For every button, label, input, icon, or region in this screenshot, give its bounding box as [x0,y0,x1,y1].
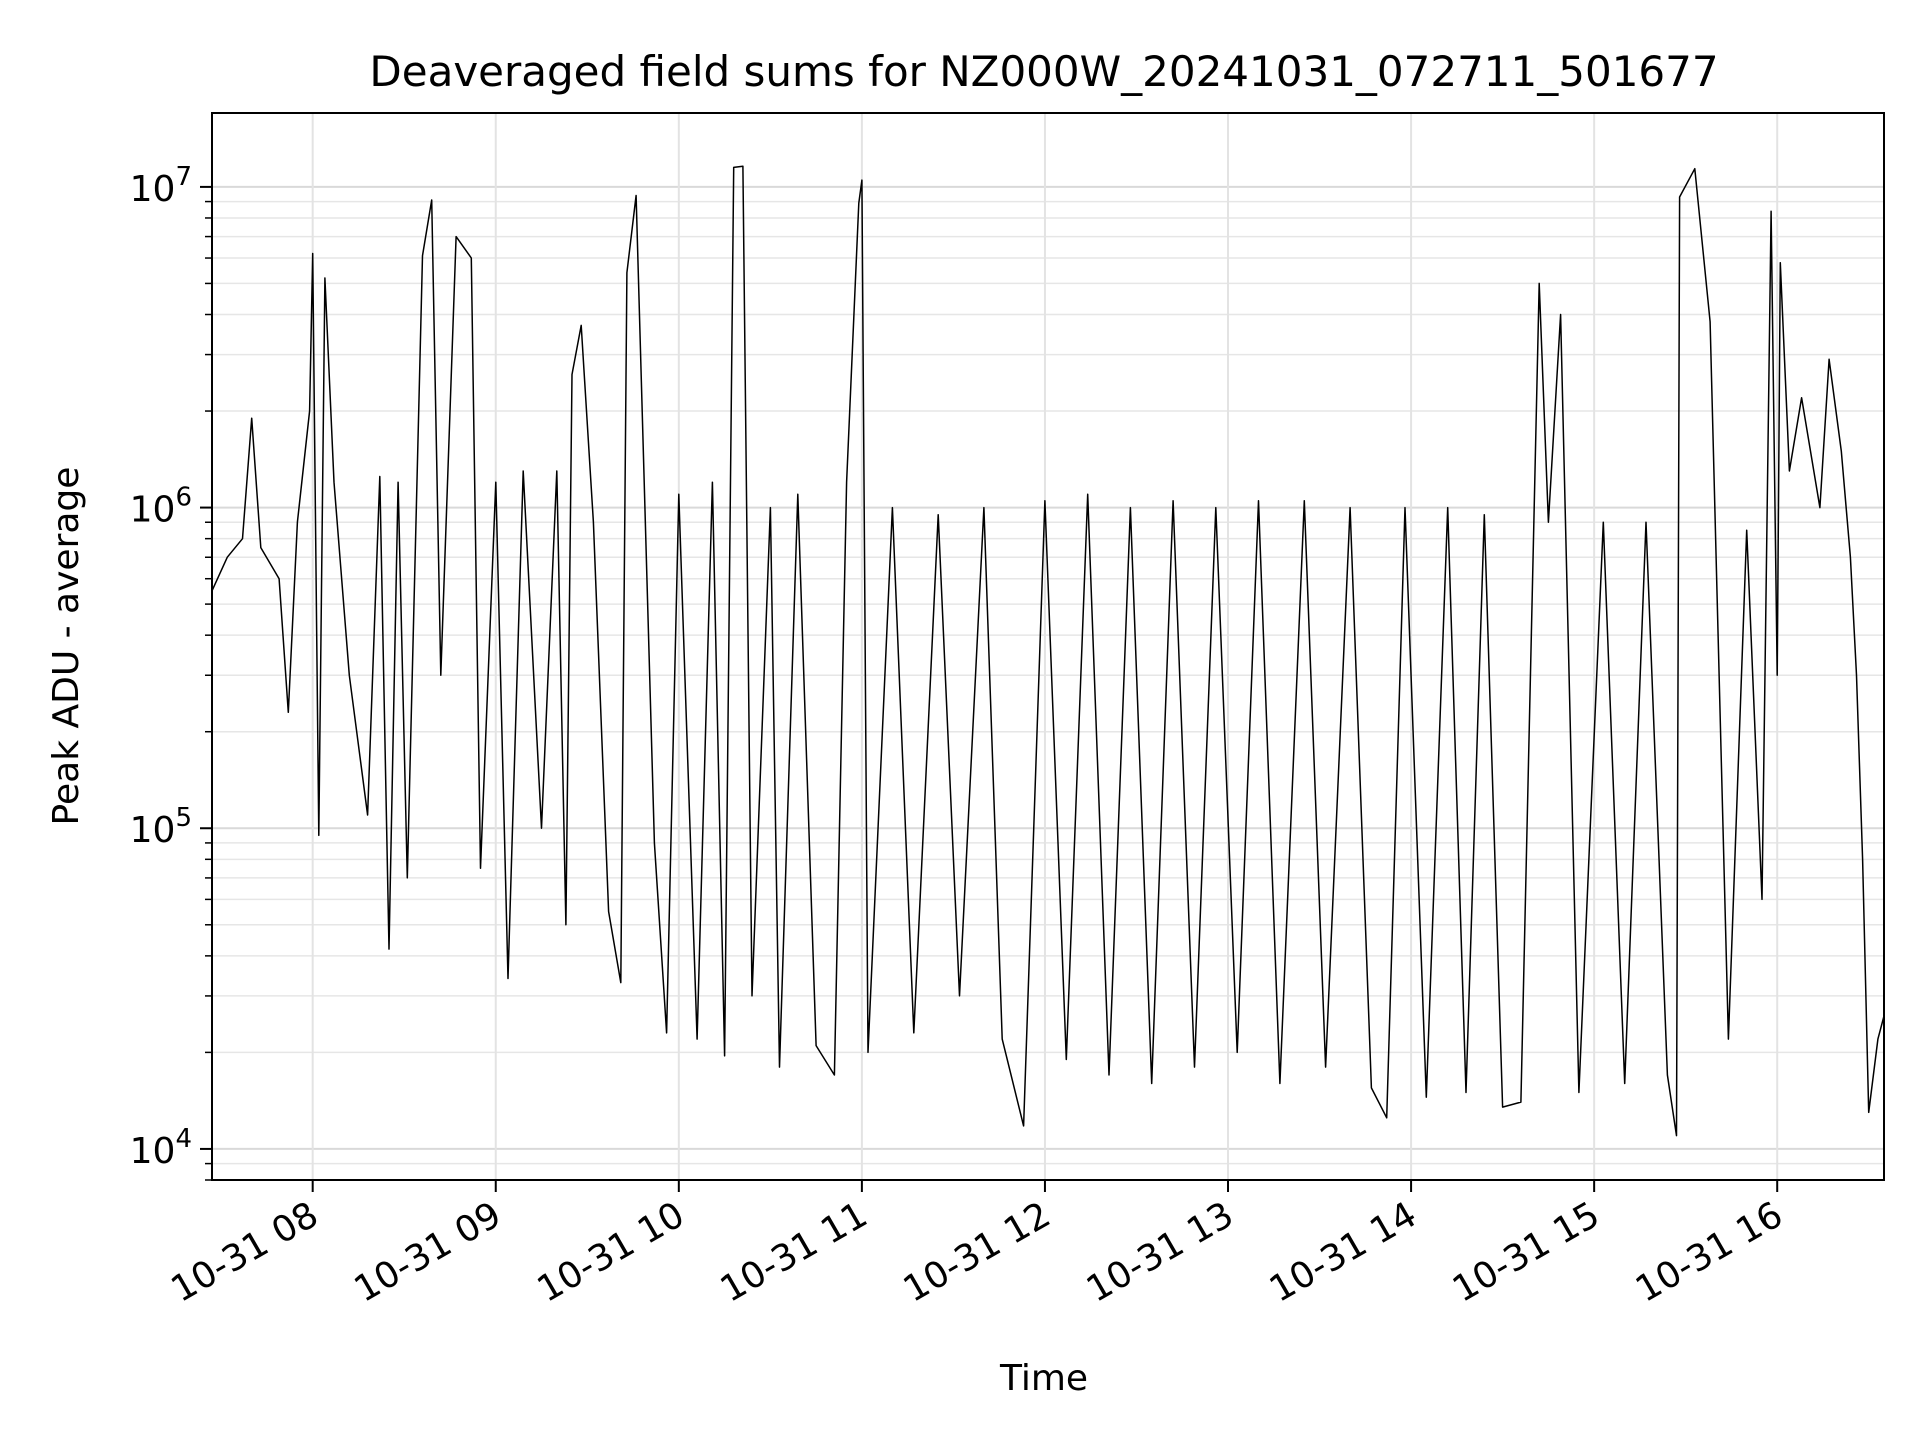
chart-title: Deaveraged field sums for NZ000W_2024103… [369,47,1718,96]
series-line [212,165,1884,1137]
x-axis-label: Time [999,1358,1088,1399]
grid [212,113,1884,1181]
y-tick-label: 104 [130,1124,192,1172]
data-series [212,165,1884,1137]
y-axis: 104 105 106 107 [130,162,212,1181]
y-axis-label: Peak ADU - average [46,467,87,826]
y-tick-label: 107 [130,162,192,210]
y-tick-label: 106 [130,483,192,531]
y-tick-label: 105 [130,803,192,851]
plot-area-frame [211,112,1885,1181]
